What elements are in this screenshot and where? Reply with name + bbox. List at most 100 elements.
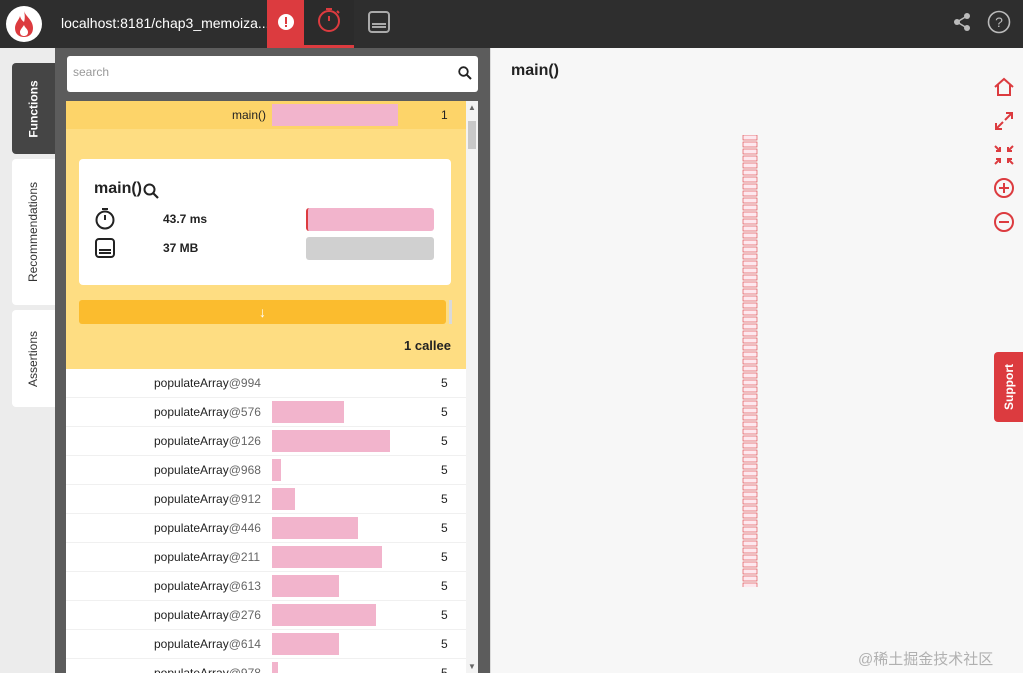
call-node [742,295,758,302]
callee-function-name: populateArray [154,666,229,673]
share-button[interactable] [945,0,979,48]
collapse-icon[interactable] [993,144,1015,171]
call-node [742,358,758,365]
callee-count: 5 [441,521,448,535]
callee-function-name: populateArray [154,405,229,419]
call-node [742,386,758,393]
call-node [742,135,758,141]
help-button[interactable]: ? [982,0,1016,48]
callee-function-name: populateArray [154,463,229,477]
call-node [742,148,758,155]
search-icon[interactable] [458,66,472,85]
svg-text:?: ? [995,14,1003,30]
call-node [742,379,758,386]
callee-row[interactable]: populateArray@994 5 [66,369,466,398]
call-node [742,400,758,407]
tab-assertions[interactable]: Assertions [12,310,55,407]
support-label: Support [1001,364,1016,410]
callee-row[interactable]: populateArray@576 5 [66,398,466,427]
tab-functions[interactable]: Functions [12,63,55,154]
callee-row[interactable]: populateArray@614 5 [66,630,466,659]
callee-line-suffix: @211 [228,550,261,564]
search-input[interactable] [73,65,443,79]
memory-icon [94,237,116,264]
callee-function-name: populateArray [154,376,229,390]
tab-recommendations[interactable]: Recommendations [12,159,55,305]
alert-button[interactable] [267,0,304,48]
call-node [742,260,758,267]
call-node [742,414,758,421]
zoom-search-icon[interactable] [143,183,159,204]
function-list: main() 1 main() 43.7 ms 37 MB [66,101,466,673]
call-node [742,491,758,498]
call-node [742,344,758,351]
callee-row[interactable]: populateArray@446 5 [66,514,466,543]
list-scrollbar[interactable]: ▲ ▼ [466,101,478,673]
callee-name: populateArray@968 [154,463,261,477]
callee-row[interactable]: populateArray@126 5 [66,427,466,456]
call-node [742,463,758,470]
callee-time-bar [272,604,376,626]
call-node [742,505,758,512]
callee-line-suffix: @994 [228,376,261,390]
callee-name: populateArray@994 [154,376,261,390]
callee-count: 5 [441,405,448,419]
timer-icon [316,7,342,38]
call-node [742,169,758,176]
call-node [742,477,758,484]
call-node [742,302,758,309]
call-node [742,435,758,442]
call-node [742,498,758,505]
timer-tab[interactable] [304,0,354,48]
callee-count: 5 [441,463,448,477]
zoom-out-icon[interactable] [993,211,1015,238]
callee-time-bar [272,546,382,568]
callee-line-suffix: @446 [228,521,261,535]
callee-row[interactable]: populateArray@912 5 [66,485,466,514]
call-node [742,582,758,587]
scroll-thumb[interactable] [468,121,476,149]
share-icon [952,12,972,37]
call-node [742,526,758,533]
callee-row[interactable]: populateArray@978 5 [66,659,466,673]
memory-tab[interactable] [354,0,404,48]
call-node [742,176,758,183]
call-node [742,337,758,344]
selected-row[interactable]: main() 1 [66,101,466,129]
scroll-up-icon[interactable]: ▲ [468,103,476,112]
zoom-in-icon[interactable] [993,177,1015,204]
call-node [742,421,758,428]
selected-function: main() 1 main() 43.7 ms 37 MB [66,101,466,369]
call-node [742,288,758,295]
call-node [742,519,758,526]
callee-row[interactable]: populateArray@211 5 [66,543,466,572]
call-node [742,155,758,162]
callee-time-bar [272,401,344,423]
call-chain[interactable] [742,135,758,587]
flame-logo[interactable] [6,6,42,42]
call-node [742,540,758,547]
callee-name: populateArray@126 [154,434,261,448]
call-node [742,393,758,400]
call-node [742,351,758,358]
expand-callees-button[interactable]: ↓ [79,300,446,324]
callee-line-suffix: @978 [228,666,261,673]
callee-time-bar [272,662,278,673]
call-node [742,484,758,491]
selected-time-bar [272,104,398,126]
call-node [742,323,758,330]
callee-row[interactable]: populateArray@968 5 [66,456,466,485]
call-node [742,561,758,568]
callee-count: 5 [441,666,448,673]
call-node [742,190,758,197]
callee-name: populateArray@978 [154,666,261,673]
support-button[interactable]: Support [994,352,1023,422]
call-node [742,407,758,414]
home-icon[interactable] [993,76,1015,103]
callee-row[interactable]: populateArray@613 5 [66,572,466,601]
time-value: 43.7 ms [163,212,208,226]
expand-icon[interactable] [993,110,1015,137]
callee-line-suffix: @126 [228,434,261,448]
callee-row[interactable]: populateArray@276 5 [66,601,466,630]
scroll-down-icon[interactable]: ▼ [468,662,476,671]
